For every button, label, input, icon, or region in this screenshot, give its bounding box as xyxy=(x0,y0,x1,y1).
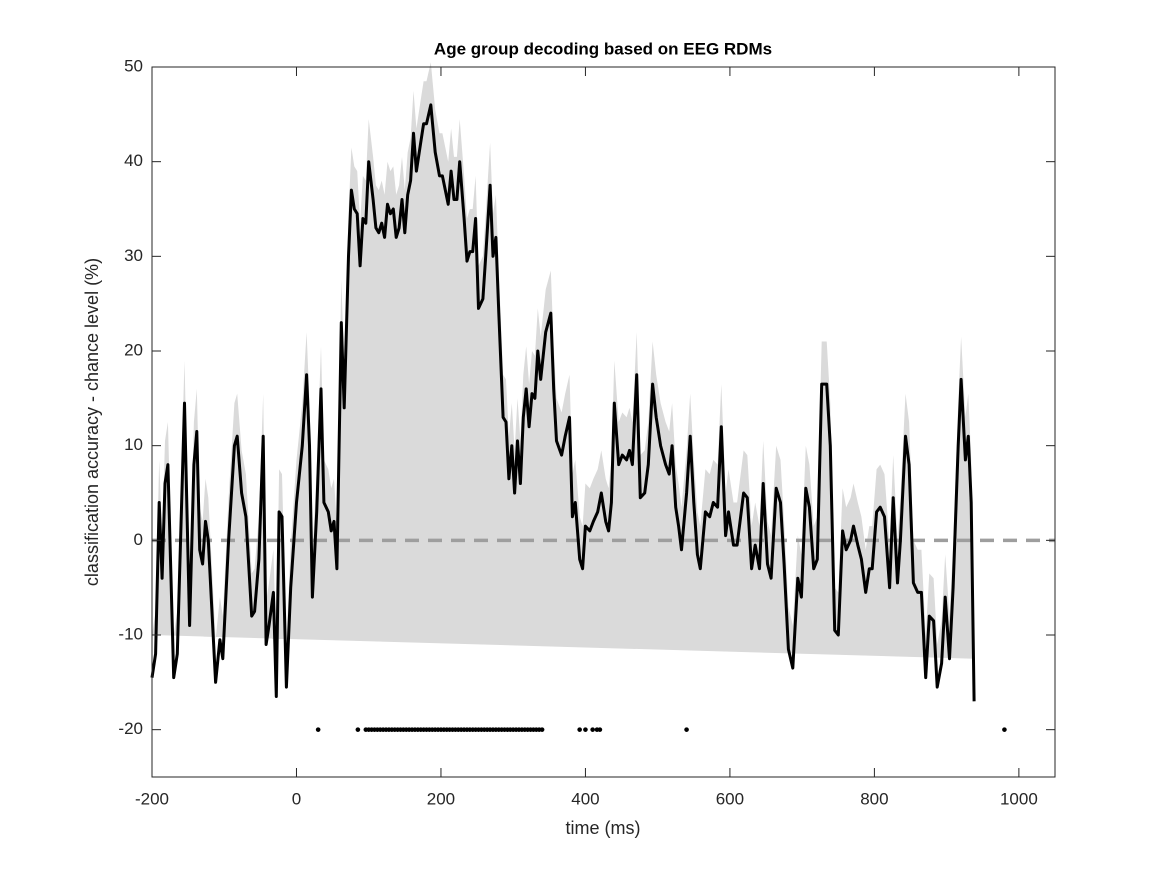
y-tick-label: -10 xyxy=(118,624,143,643)
y-tick-label: 40 xyxy=(124,151,143,170)
significance-dot xyxy=(355,727,361,732)
significance-dot xyxy=(315,727,321,732)
x-tick-label: 800 xyxy=(860,789,888,808)
y-tick-label: -20 xyxy=(118,719,143,738)
x-tick-label: 1000 xyxy=(1000,789,1038,808)
x-tick-label: -200 xyxy=(135,789,169,808)
x-tick-label: 200 xyxy=(427,789,455,808)
x-tick-label: 0 xyxy=(292,789,301,808)
significance-dot xyxy=(684,727,689,732)
x-tick-label: 400 xyxy=(571,789,599,808)
y-tick-label: 30 xyxy=(124,246,143,265)
chart-title: Age group decoding based on EEG RDMs xyxy=(434,39,772,58)
significance-dot xyxy=(590,727,595,732)
y-tick-label: 20 xyxy=(124,340,143,359)
significance-dot xyxy=(539,727,545,732)
y-tick-label: 50 xyxy=(124,56,143,75)
x-axis-label: time (ms) xyxy=(566,818,641,838)
data-line xyxy=(150,103,976,702)
significance-dot xyxy=(577,727,582,732)
x-tick-label: 600 xyxy=(716,789,744,808)
y-axis-label: classification accuracy - chance level (… xyxy=(82,258,102,586)
y-tick-label: 10 xyxy=(124,435,143,454)
significance-dot xyxy=(1002,727,1007,732)
significance-dot xyxy=(597,727,603,732)
plot-frame xyxy=(151,66,1056,778)
y-tick-label: 0 xyxy=(134,530,143,549)
significance-dot xyxy=(583,727,588,732)
